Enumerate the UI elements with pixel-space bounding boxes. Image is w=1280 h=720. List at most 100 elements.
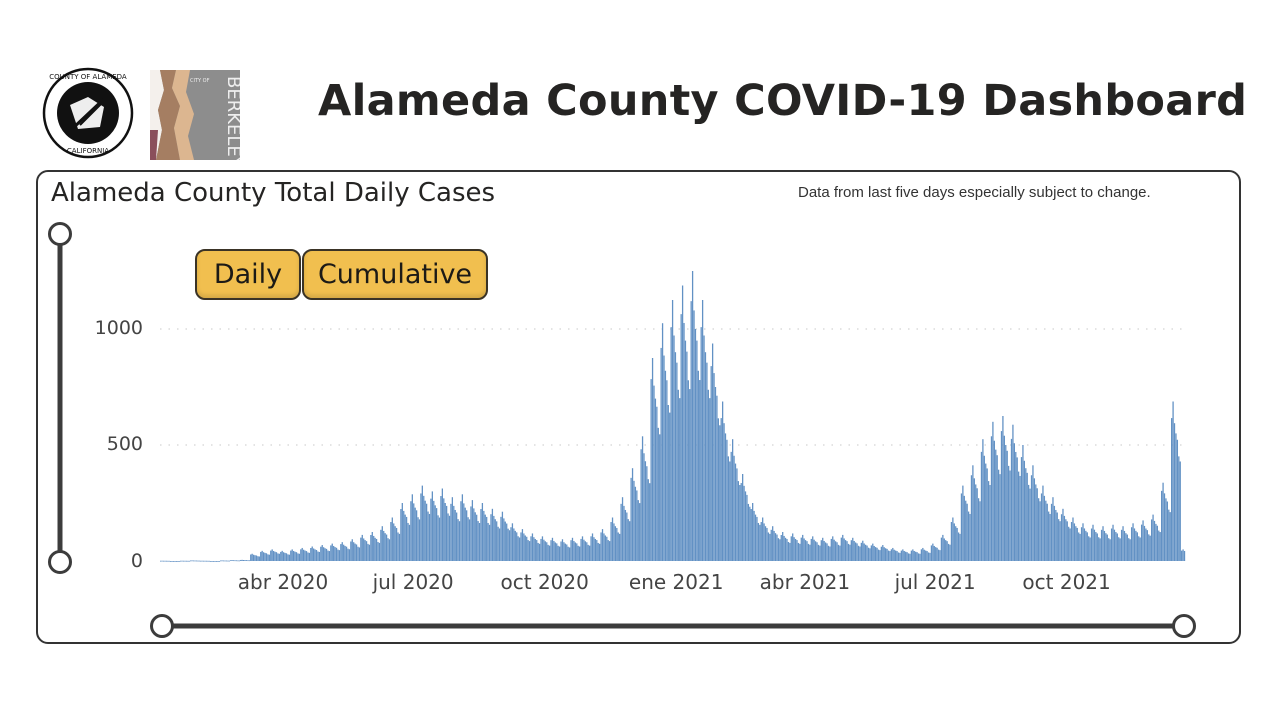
bar: [806, 541, 808, 561]
bar: [1100, 529, 1103, 561]
bar: [611, 517, 614, 561]
bar: [1012, 424, 1014, 561]
bar: [1035, 484, 1037, 561]
bar: [743, 485, 745, 561]
bar: [681, 285, 684, 561]
bar: [1102, 526, 1104, 561]
bar: [939, 550, 941, 561]
bar: [370, 535, 372, 561]
bar: [842, 534, 844, 561]
bar: [317, 551, 319, 561]
bar: [667, 405, 669, 561]
bar: [1045, 500, 1047, 561]
bar: [511, 523, 514, 561]
bar: [1026, 472, 1028, 561]
bar: [653, 385, 655, 561]
y-range-slider[interactable]: [48, 222, 72, 574]
bar: [240, 559, 242, 561]
y-slider-bottom-handle[interactable]: [48, 550, 72, 574]
bar: [1175, 433, 1177, 561]
bar: [1063, 515, 1066, 561]
y-slider-top-handle[interactable]: [48, 222, 72, 246]
bar: [484, 514, 486, 561]
bar: [267, 554, 269, 561]
bar: [1166, 501, 1169, 561]
bar: [822, 537, 824, 561]
bar: [272, 550, 275, 561]
bar: [594, 538, 597, 561]
cumulative-button[interactable]: Cumulative: [302, 249, 488, 300]
bar: [544, 541, 546, 561]
bar: [290, 550, 292, 561]
bar: [750, 509, 752, 561]
bar: [899, 552, 901, 561]
bar: [507, 528, 509, 561]
bar: [446, 505, 448, 561]
bar: [696, 340, 698, 561]
x-tick-label: abr 2021: [759, 570, 851, 594]
bar: [443, 498, 445, 561]
bar: [297, 553, 299, 561]
bar: [790, 536, 792, 561]
bar: [325, 548, 328, 561]
bar: [198, 560, 200, 562]
bar: [578, 546, 581, 561]
svg-text:CITY OF: CITY OF: [190, 78, 210, 84]
bar: [717, 418, 719, 561]
bar: [177, 561, 179, 562]
bar: [468, 519, 471, 561]
bar: [866, 545, 868, 561]
x-slider-right-handle[interactable]: [1172, 614, 1196, 638]
bar: [621, 497, 624, 561]
bar: [972, 465, 974, 561]
bar: [222, 560, 225, 562]
bar: [1158, 530, 1160, 561]
bar: [1096, 533, 1098, 561]
bar: [220, 560, 222, 562]
bar: [401, 503, 403, 561]
bar: [853, 540, 855, 561]
bar: [893, 549, 895, 561]
bar: [188, 560, 190, 562]
bar: [218, 561, 220, 562]
data-note: Data from last five days especially subj…: [798, 184, 1151, 201]
bar: [254, 555, 256, 561]
bar: [230, 560, 232, 562]
bar: [1089, 537, 1091, 561]
bar: [207, 560, 209, 562]
bar: [990, 436, 993, 561]
bar: [701, 300, 704, 561]
x-range-slider[interactable]: [150, 614, 1196, 638]
bar: [1113, 529, 1116, 561]
bar: [714, 387, 717, 561]
x-slider-left-handle[interactable]: [150, 614, 174, 638]
bar: [504, 521, 506, 561]
bar: [268, 554, 270, 561]
bar: [844, 540, 847, 561]
bar: [461, 494, 464, 561]
bar: [762, 517, 764, 561]
bar: [584, 541, 586, 561]
bar: [1043, 495, 1046, 561]
bar: [192, 560, 195, 562]
bar: [1173, 423, 1176, 561]
bar: [447, 513, 449, 561]
bar: [639, 503, 641, 561]
bar: [993, 440, 995, 561]
bar: [859, 546, 861, 561]
bar: [816, 542, 818, 561]
bar: [533, 537, 535, 561]
bar: [258, 556, 260, 561]
bar: [301, 547, 303, 561]
bar: [870, 545, 872, 561]
bar: [531, 533, 534, 561]
bar: [1132, 523, 1134, 561]
bar: [564, 543, 566, 561]
bar: [1029, 488, 1031, 561]
bar: [959, 533, 961, 561]
daily-button[interactable]: Daily: [195, 249, 301, 300]
bar: [803, 538, 805, 561]
bar: [913, 550, 915, 561]
bar: [453, 505, 455, 561]
bar: [965, 500, 967, 561]
